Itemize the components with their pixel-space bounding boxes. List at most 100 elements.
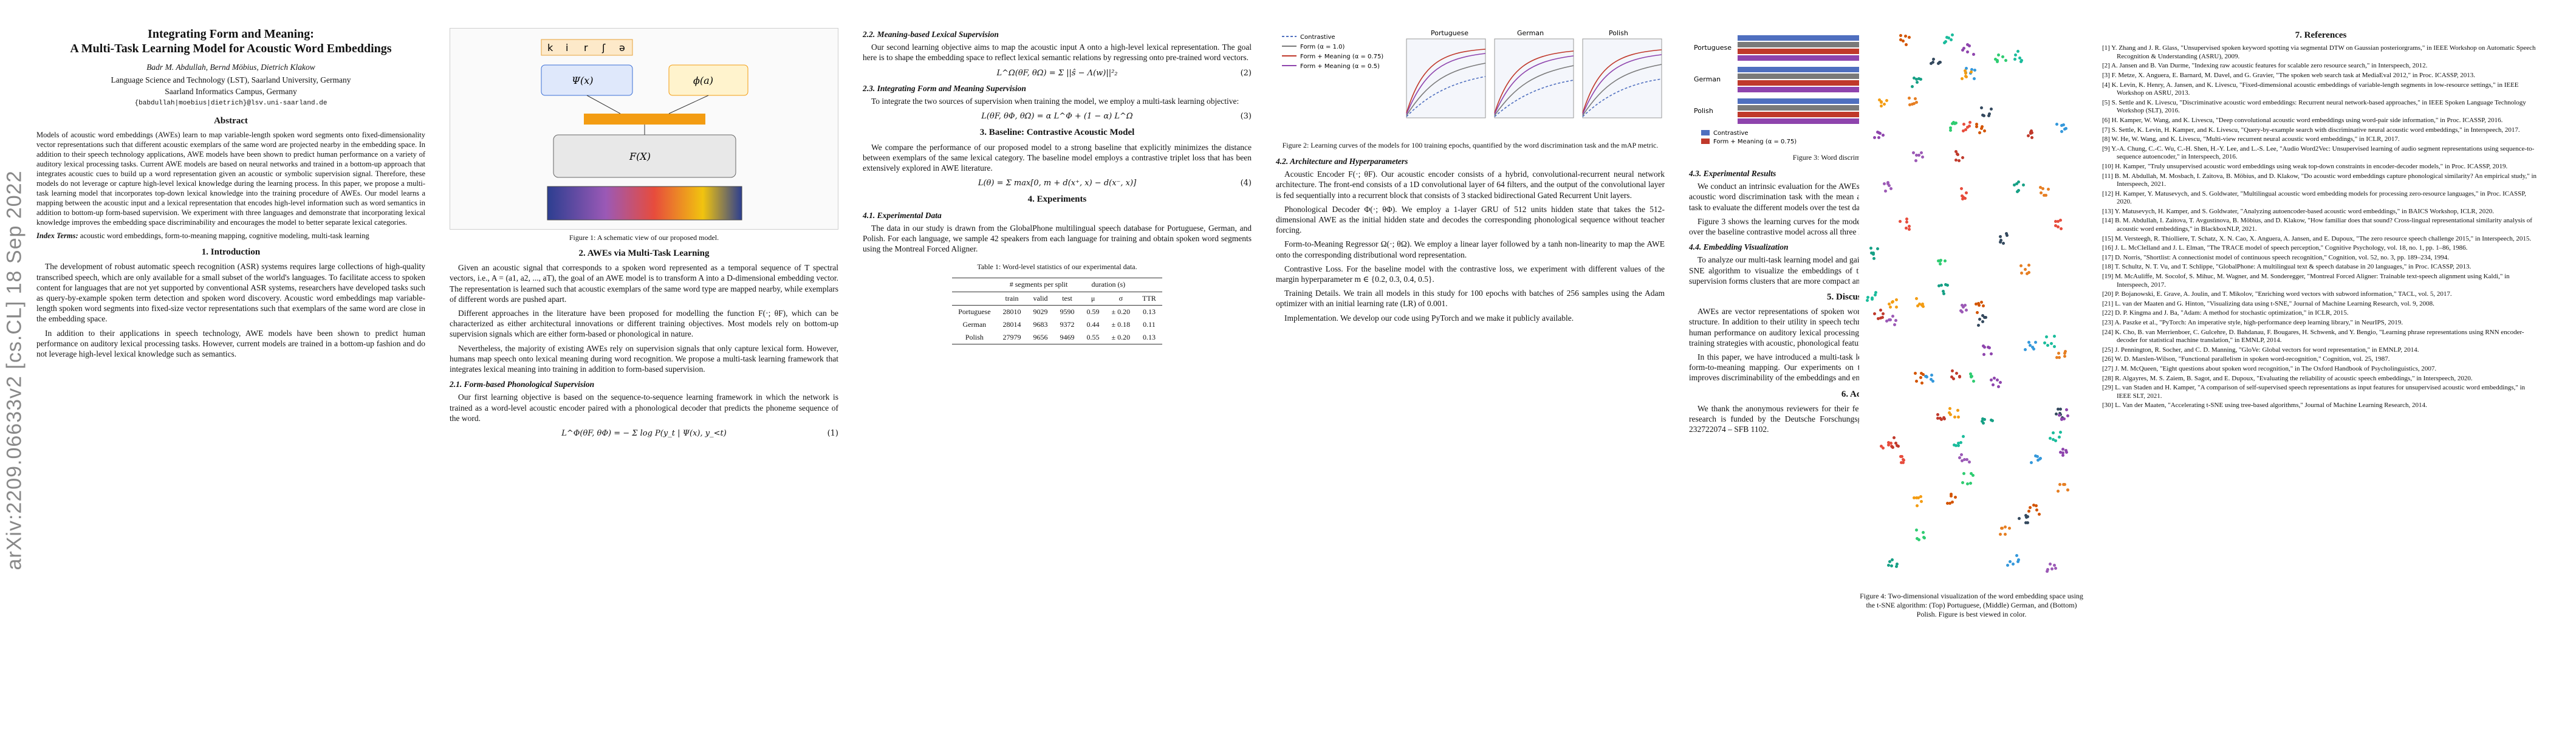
tsne-point (1879, 132, 1882, 135)
tsne-point (2017, 180, 2021, 184)
tsne-point (2009, 560, 2012, 563)
bar-category-label: German (1694, 75, 1721, 83)
tsne-point (2044, 194, 2048, 197)
reference-item: [24] K. Cho, B. van Merrienboer, C. Gulc… (2102, 328, 2524, 344)
tsne-point (1968, 482, 1972, 485)
tsne-point (1917, 153, 1921, 157)
tsne-point (1939, 284, 1943, 287)
tsne-point (1952, 443, 1956, 447)
tsne-point (1924, 374, 1928, 378)
tsne-point (1980, 106, 1984, 110)
tsne-point (2015, 182, 2018, 185)
tsne-point (1899, 34, 1903, 38)
tsne-point (1882, 312, 1885, 315)
tsne-point (1902, 39, 1905, 43)
reference-item: [4] K. Levin, K. Henry, A. Jansen, and K… (2102, 81, 2519, 97)
tsne-point (1892, 436, 1896, 440)
tsne-point (2034, 340, 2038, 344)
tsne-point (1888, 560, 1891, 564)
tsne-point (1889, 187, 1893, 190)
table-row: Portuguese 28010 9029 9590 0.59 ± 0.20 0… (952, 305, 1162, 318)
section-4-2-heading: 4.2. Architecture and Hyperparameters (1276, 157, 1408, 166)
tsne-point (1981, 125, 1984, 129)
tsne-point (1960, 303, 1964, 307)
tsne-point (2042, 193, 2046, 197)
tsne-point (2028, 344, 2032, 347)
section-7-heading: 7. References (2295, 30, 2347, 40)
arxiv-identifier: arXiv:2209.06633v2 [cs.CL] 18 Sep 2022 (2, 170, 26, 570)
learning-curve-panel: Polish (1582, 29, 1662, 118)
tsne-point (1896, 445, 1900, 448)
embedding-vector (584, 114, 705, 125)
figure-2-caption: Figure 2: Learning curves of the models … (1282, 141, 1659, 149)
tsne-point (2064, 449, 2067, 453)
tsne-point (1904, 227, 1908, 230)
tsne-point (1917, 77, 1920, 81)
tsne-point (1939, 262, 1942, 266)
tsne-point (2066, 414, 2069, 417)
tsne-point (1954, 149, 1958, 153)
connector-line (586, 95, 621, 114)
tsne-point (1869, 246, 1873, 250)
table-cell: 0.13 (1142, 307, 1156, 316)
tsne-point (1870, 252, 1874, 255)
panel-frame (1406, 38, 1486, 118)
curve-contrastive (1494, 80, 1574, 117)
tsne-point (1929, 377, 1933, 381)
tsne-point (2057, 435, 2061, 439)
tsne-point (2064, 408, 2068, 411)
tsne-point (2032, 504, 2035, 507)
tsne-point (2019, 264, 2023, 268)
tsne-point (1866, 295, 1869, 299)
tsne-point (1965, 308, 1968, 312)
tsne-point (2008, 527, 2011, 530)
table-cell: ± 0.20 (1105, 331, 1137, 345)
tsne-point (1954, 159, 1958, 162)
bar (1738, 80, 1896, 86)
tsne-point (2027, 270, 2031, 274)
table-cell: 9372 (1060, 320, 1075, 329)
tsne-point (2059, 227, 2063, 231)
tsne-point (1962, 129, 1965, 133)
tsne-point (2066, 488, 2069, 491)
tsne-point (1914, 296, 1918, 300)
tsne-point (1957, 159, 1961, 163)
tsne-point (1895, 564, 1899, 568)
tsne-point (2039, 185, 2043, 189)
tsne-point (1931, 379, 1934, 383)
tsne-point (1965, 457, 1969, 461)
tsne-point (2057, 351, 2060, 355)
curve-contrastive (1582, 78, 1662, 117)
tsne-point (2035, 504, 2038, 508)
tsne-point (1957, 415, 1961, 419)
tsne-point (1879, 445, 1883, 448)
tsne-point (2060, 417, 2064, 420)
tsne-point (1994, 57, 1998, 61)
tsne-point (1915, 504, 1919, 508)
tsne-panel-german (1859, 213, 2084, 401)
tsne-point (1969, 375, 1973, 379)
phoneme-token: r (584, 42, 588, 53)
equation-1-number: (1) (827, 429, 838, 439)
tsne-point (1950, 494, 1953, 498)
tsne-point (1943, 259, 1947, 262)
tsne-point (1949, 493, 1953, 496)
tsne-point (1917, 303, 1921, 306)
tsne-point (2047, 188, 2050, 191)
tsne-point (2058, 219, 2062, 222)
figure-1-model-schematic: k i r ʃ ə Ψ(x) ϕ(a) F(X) (450, 28, 838, 230)
section-1-heading: 1. Introduction (201, 247, 261, 258)
tsne-point (2061, 451, 2065, 455)
tsne-point (1982, 129, 1986, 132)
section-4-1-paragraph: The data in our study is drawn from the … (863, 223, 1252, 254)
tsne-point (1948, 407, 1951, 411)
tsne-point (1930, 373, 1934, 377)
tsne-point (1915, 100, 1919, 104)
curve-form-meaning-075 (1494, 50, 1574, 114)
tsne-point (1914, 159, 1917, 163)
table-header-cell (1136, 278, 1162, 292)
section-4-2-paragraph: Training Details. We train all models in… (1276, 289, 1665, 309)
tsne-point (1922, 305, 1925, 309)
reference-item: [20] P. Bojanowski, E. Grave, A. Joulin,… (2102, 290, 2452, 298)
tsne-point (1920, 303, 1923, 307)
